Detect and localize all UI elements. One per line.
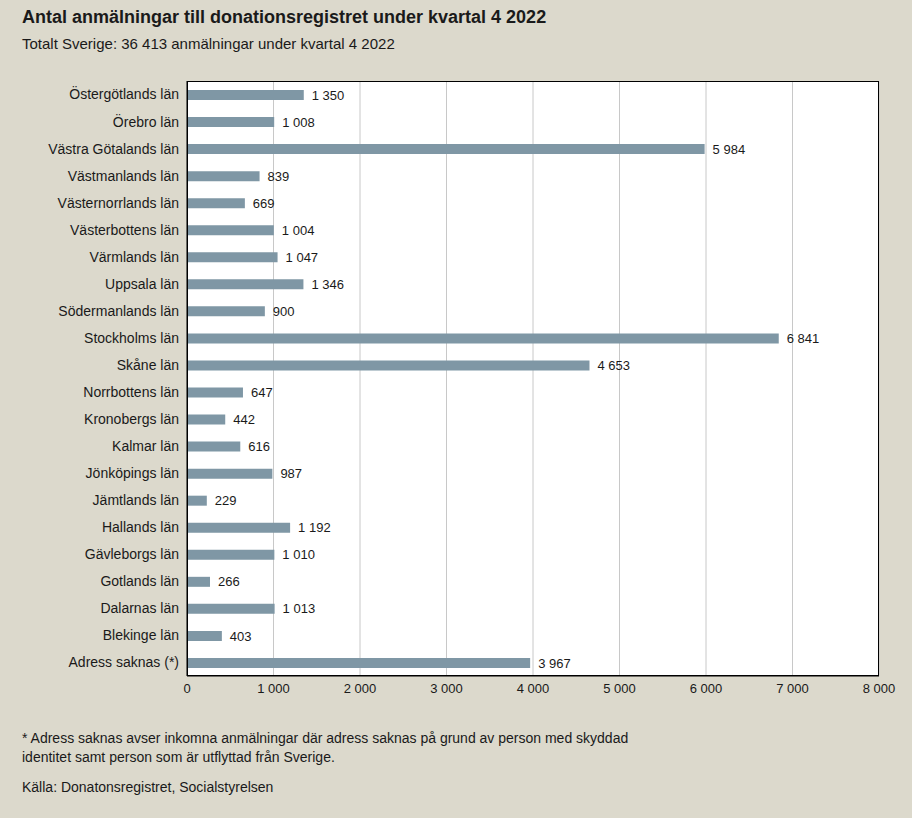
- svg-text:3 000: 3 000: [430, 681, 463, 696]
- svg-text:647: 647: [251, 385, 273, 400]
- svg-text:403: 403: [230, 629, 252, 644]
- svg-text:Jämtlands län: Jämtlands län: [93, 492, 179, 508]
- svg-text:669: 669: [253, 196, 275, 211]
- svg-text:4 000: 4 000: [517, 681, 550, 696]
- svg-text:Skåne län: Skåne län: [117, 357, 179, 373]
- svg-text:Dalarnas län: Dalarnas län: [100, 600, 179, 616]
- svg-text:Örebro län: Örebro län: [113, 113, 179, 130]
- svg-text:Gävleborgs län: Gävleborgs län: [85, 546, 179, 562]
- svg-text:7 000: 7 000: [776, 681, 809, 696]
- svg-text:4 653: 4 653: [597, 358, 630, 373]
- svg-text:1 192: 1 192: [298, 520, 331, 535]
- svg-text:Östergötlands län: Östergötlands län: [69, 85, 179, 102]
- svg-text:1 013: 1 013: [283, 601, 316, 616]
- html-text:Antal anmälningar till donatio: Antal anmälningar till donationsregistre…: [22, 7, 547, 27]
- svg-text:1 000: 1 000: [257, 681, 290, 696]
- svg-text:Norrbottens län: Norrbottens län: [83, 384, 179, 400]
- html-text:Totalt Sverige: 36 413 anmälni: Totalt Sverige: 36 413 anmälningar under…: [22, 35, 395, 52]
- svg-text:1 004: 1 004: [282, 223, 315, 238]
- svg-text:Värmlands län: Värmlands län: [90, 249, 180, 265]
- svg-text:Hallands län: Hallands län: [102, 519, 179, 535]
- svg-text:229: 229: [215, 493, 237, 508]
- svg-text:Gotlands län: Gotlands län: [100, 573, 179, 589]
- svg-text:900: 900: [273, 304, 295, 319]
- svg-text:1 008: 1 008: [282, 115, 315, 130]
- svg-text:5 000: 5 000: [603, 681, 636, 696]
- html-text:Källa: Donatonsregistret, Soci: Källa: Donatonsregistret, Socialstyrelse…: [22, 779, 274, 795]
- svg-text:266: 266: [218, 574, 240, 589]
- svg-text:Kalmar län: Kalmar län: [112, 438, 179, 454]
- svg-text:2 000: 2 000: [344, 681, 377, 696]
- svg-text:Stockholms län: Stockholms län: [84, 330, 179, 346]
- svg-text:0: 0: [183, 681, 190, 696]
- svg-text:987: 987: [280, 466, 302, 481]
- svg-text:1 346: 1 346: [311, 277, 344, 292]
- svg-text:Västra Götalands län: Västra Götalands län: [48, 141, 179, 157]
- svg-text:6 000: 6 000: [690, 681, 723, 696]
- svg-text:Uppsala län: Uppsala län: [105, 276, 179, 292]
- svg-text:3 967: 3 967: [538, 656, 571, 671]
- svg-text:1 010: 1 010: [282, 547, 315, 562]
- svg-text:Västmanlands län: Västmanlands län: [68, 168, 179, 184]
- html-text:* Adress saknas avser inkomna: * Adress saknas avser inkomna anmälninga…: [22, 730, 629, 765]
- svg-text:Blekinge län: Blekinge län: [103, 627, 179, 643]
- svg-text:Södermanlands län: Södermanlands län: [58, 303, 179, 319]
- svg-text:1 350: 1 350: [312, 88, 345, 103]
- svg-text:1 047: 1 047: [286, 250, 319, 265]
- svg-text:6 841: 6 841: [787, 331, 820, 346]
- svg-text:442: 442: [233, 412, 255, 427]
- svg-text:Jönköpings län: Jönköpings län: [86, 465, 179, 481]
- svg-text:8 000: 8 000: [863, 681, 896, 696]
- svg-text:Adress saknas (*): Adress saknas (*): [69, 654, 179, 670]
- svg-text:5 984: 5 984: [713, 142, 746, 157]
- svg-text:Västerbottens län: Västerbottens län: [70, 222, 179, 238]
- svg-text:616: 616: [248, 439, 270, 454]
- svg-text:Kronobergs län: Kronobergs län: [84, 411, 179, 427]
- svg-text:839: 839: [268, 169, 290, 184]
- svg-text:Västernorrlands län: Västernorrlands län: [58, 195, 179, 211]
